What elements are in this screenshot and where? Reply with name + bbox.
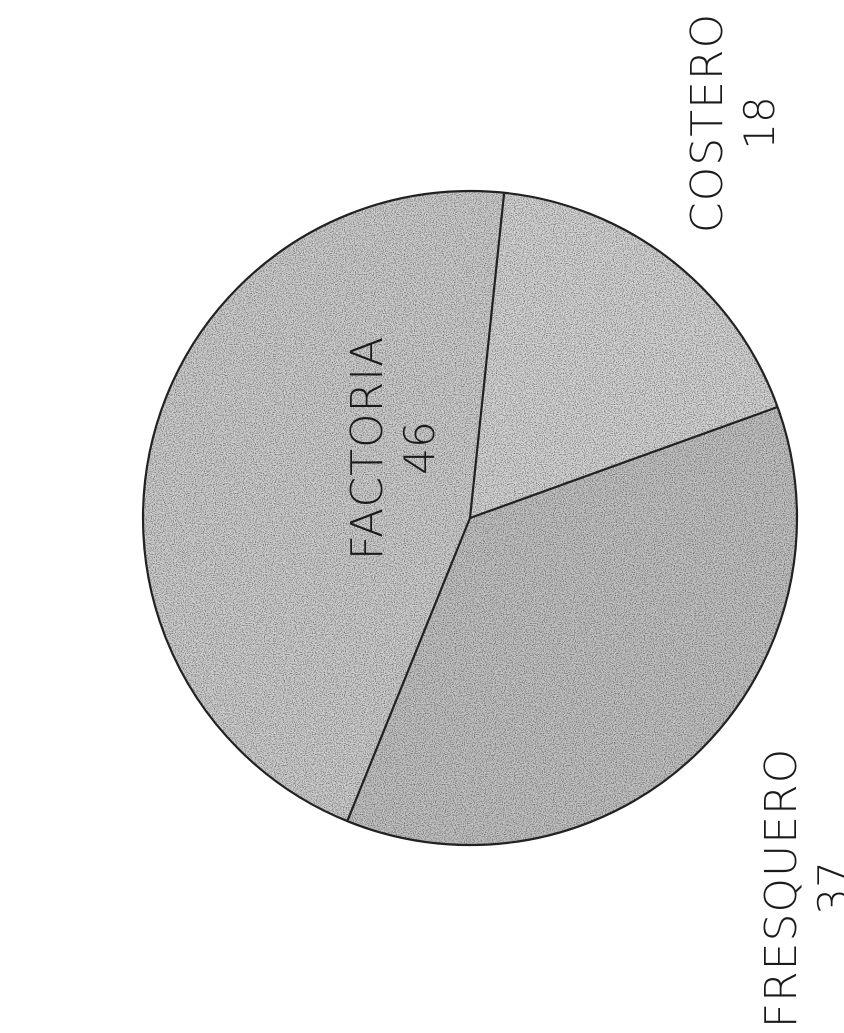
slice-divider-fresquero [346,517,472,822]
slice-label-factoria-name: FACTORIA [342,336,393,560]
slice-label-fresquero: FRESQUERO 37 [756,748,844,1028]
pie-borders [141,189,799,847]
slice-label-costero-value: 18 [735,96,784,149]
slice-label-factoria: FACTORIA 46 [342,336,444,560]
slice-label-costero: COSTERO 18 [682,13,784,233]
slice-label-factoria-value: 46 [395,421,444,474]
slice-label-fresquero-name: FRESQUERO [756,748,807,1028]
slice-label-fresquero-value: 37 [809,861,844,914]
slice-divider-factoria [468,192,506,519]
slice-divider-costero [469,405,778,520]
pie-outline [141,189,799,847]
slice-label-costero-name: COSTERO [682,13,733,233]
